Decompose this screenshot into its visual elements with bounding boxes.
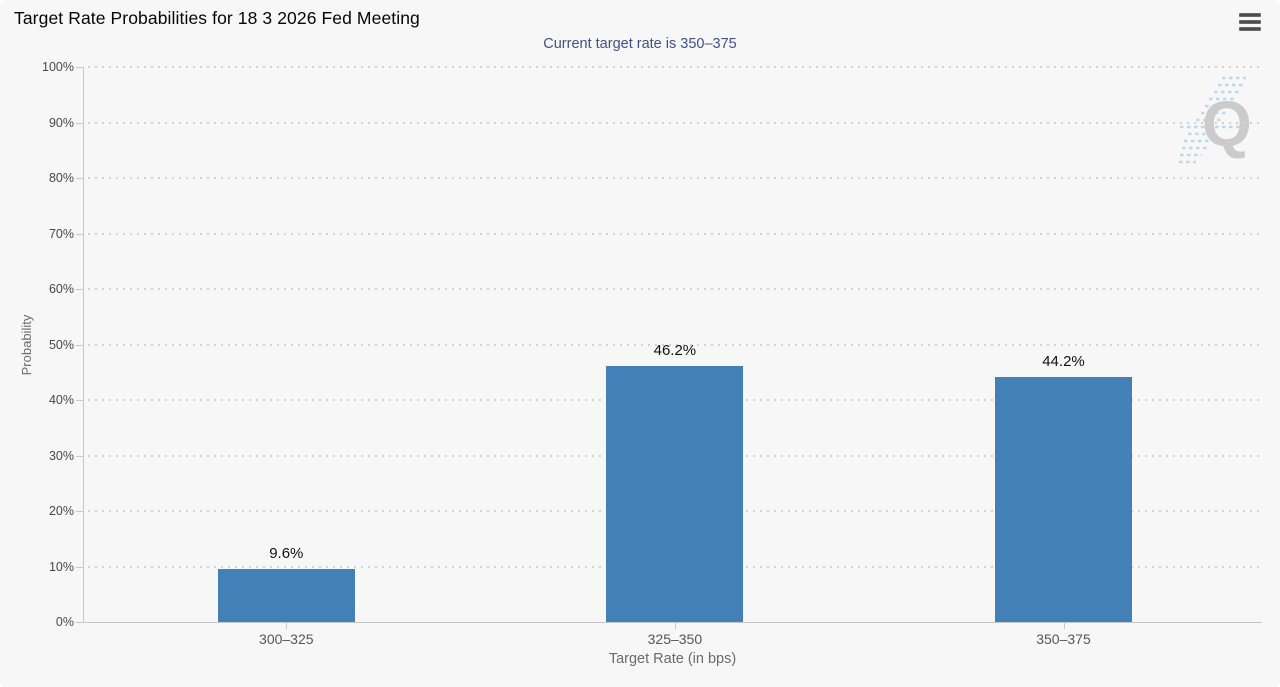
bar[interactable] — [606, 365, 744, 622]
x-axis-title: Target Rate (in bps) — [608, 651, 737, 667]
y-axis-line — [83, 67, 84, 622]
gridline — [88, 66, 1262, 68]
gridline — [88, 121, 1262, 124]
hamburger-bar — [1239, 27, 1261, 31]
x-tick-mark — [286, 622, 288, 629]
x-category-label: 325–350 — [647, 631, 703, 647]
gridline — [88, 288, 1262, 290]
y-tick-label: 60% — [48, 282, 74, 296]
y-tick-mark — [76, 566, 83, 568]
bar[interactable] — [995, 376, 1132, 622]
y-tick-label: 0% — [55, 615, 74, 629]
y-tick-label: 20% — [48, 504, 74, 518]
chart-subtitle: Current target rate is 350–375 — [543, 36, 737, 52]
y-tick-mark — [76, 178, 83, 179]
y-tick-label: 80% — [48, 171, 74, 185]
y-tick-label: 100% — [42, 60, 74, 74]
y-tick-mark — [76, 455, 83, 457]
q-logo-stripes — [1179, 76, 1246, 164]
export-menu-button[interactable] — [1234, 8, 1266, 36]
q-letter: Q — [1202, 88, 1252, 160]
y-tick-mark — [76, 344, 83, 346]
hamburger-bar — [1239, 20, 1261, 24]
y-tick-label: 90% — [48, 115, 74, 130]
y-tick-label: 10% — [48, 559, 74, 574]
y-tick-mark — [76, 289, 83, 290]
bar-value-label: 46.2% — [653, 341, 697, 359]
x-axis-line — [83, 622, 1262, 623]
x-tick-mark — [1063, 622, 1065, 629]
y-tick-label: 40% — [48, 393, 74, 407]
hamburger-bar — [1239, 13, 1261, 17]
y-tick-label: 30% — [48, 448, 74, 463]
y-tick-mark — [76, 67, 83, 68]
gridline — [88, 177, 1262, 179]
y-tick-mark — [76, 122, 83, 124]
y-tick-mark — [76, 233, 83, 235]
y-tick-mark — [76, 511, 83, 512]
x-tick-mark — [674, 622, 676, 629]
bar-value-label: 44.2% — [1042, 352, 1085, 370]
q-logo-watermark: Q — [1179, 76, 1252, 164]
y-tick-mark — [76, 622, 83, 623]
gridline — [88, 343, 1262, 346]
x-category-label: 300–325 — [259, 631, 314, 647]
x-category-label: 350–375 — [1036, 631, 1091, 647]
bar[interactable] — [217, 568, 355, 622]
y-tick-label: 70% — [48, 226, 74, 241]
y-tick-mark — [76, 400, 83, 401]
bar-value-label: 9.6% — [269, 544, 304, 562]
gridline — [88, 232, 1262, 235]
y-tick-label: 50% — [48, 337, 74, 352]
chart-title: Target Rate Probabilities for 18 3 2026 … — [14, 8, 420, 28]
